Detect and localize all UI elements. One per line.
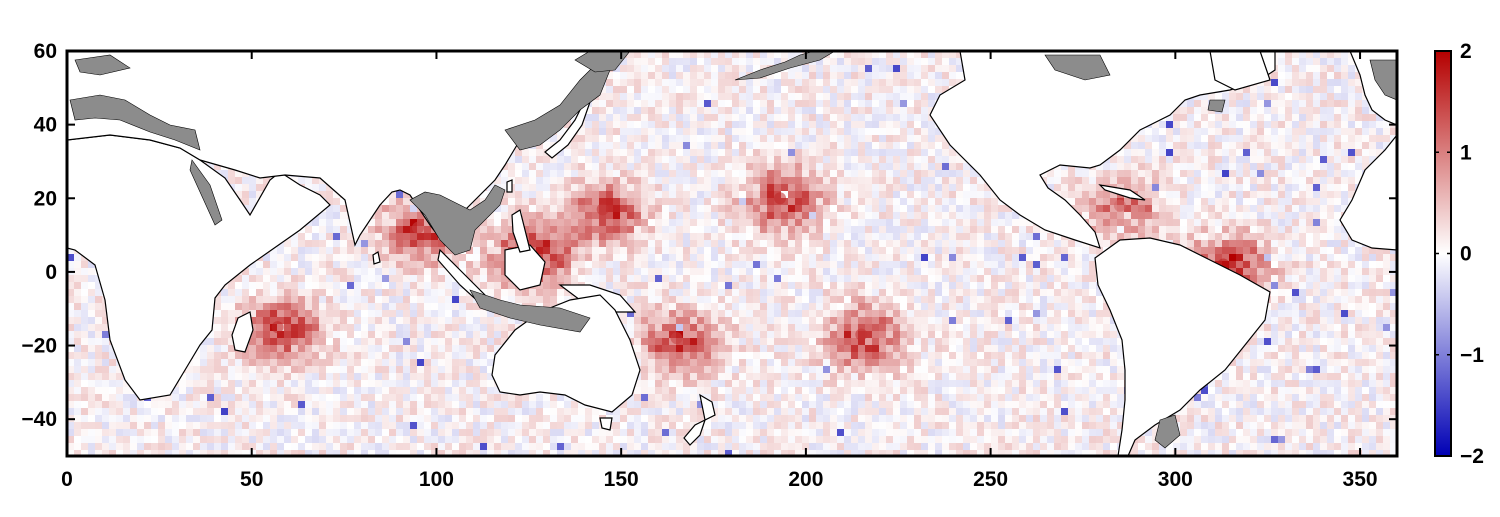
map-frame [65,49,1399,458]
x-tick-label: 100 [419,468,454,491]
y-tick-label: 40 [34,114,57,137]
japan-sea-mask [504,59,611,151]
colorbar: 2 1 0 −1 −2 [1434,40,1484,468]
indonesia-mask [469,289,591,333]
gulf-mask [1207,99,1226,113]
cuba-land [1098,184,1146,201]
hotspot-south-pacific [855,328,868,341]
colorbar-tick-label: 2 [1460,40,1472,63]
west-africa-land [1339,134,1397,251]
tasmania-land [599,417,613,431]
y-tick-label: −40 [21,408,57,431]
y-tick-label: 60 [34,40,57,63]
hotspot-central-north-pacific [774,192,787,205]
labrador-land [1209,51,1271,91]
africa-land [67,134,331,401]
baltic-mask [1369,59,1397,101]
hotspot-caribbean [1113,199,1126,212]
philippines-land [506,179,531,253]
x-tick-label: 300 [1158,468,1193,491]
map-area [67,51,1397,456]
x-tick-label: 200 [788,468,823,491]
x-tick-label: 250 [973,468,1008,491]
hotspot-madagascar-east [271,321,284,334]
red-sea-mask [189,159,223,226]
x-tick-label: 0 [61,468,73,491]
hudson-mask [1044,54,1111,81]
masked-land-areas [69,51,1397,449]
y-tick-label: −20 [21,335,57,358]
x-tick-label: 350 [1343,468,1378,491]
colorbar-tick-label: 1 [1460,141,1472,164]
southeast-asia-mask [409,184,506,256]
mediterranean-mask [69,94,201,151]
hotspot-philippine-sea [596,203,609,216]
borneo-land [504,244,546,291]
south-america-land [1094,237,1271,456]
alaska-mask [734,51,836,81]
y-tick-label: 20 [34,187,57,210]
colorbar-tick-label: −1 [1460,344,1484,367]
madagascar-land [231,311,254,353]
colorbar-ticks: 2 1 0 −1 −2 [1435,40,1484,468]
patagonia-mask [1154,414,1181,449]
y-axis: 60 40 20 0 −20 −40 [21,40,1397,431]
colorbar-tick-label: −2 [1460,445,1484,468]
australia-land [491,294,641,413]
land-masses [67,51,1397,456]
scandinavia-mask [74,54,131,76]
hotspot-bay-of-bengal [411,221,424,234]
new-zealand-land [683,393,716,446]
north-america-land [760,51,1276,249]
sri-lanka-land [372,251,381,265]
hotspot-melanesia [670,332,683,345]
x-axis: 0 50 100 150 200 250 300 350 [61,51,1378,491]
x-tick-label: 50 [240,468,263,491]
colorbar-tick-label: 0 [1460,243,1472,266]
y-tick-label: 0 [45,261,57,284]
x-tick-label: 150 [604,468,639,491]
